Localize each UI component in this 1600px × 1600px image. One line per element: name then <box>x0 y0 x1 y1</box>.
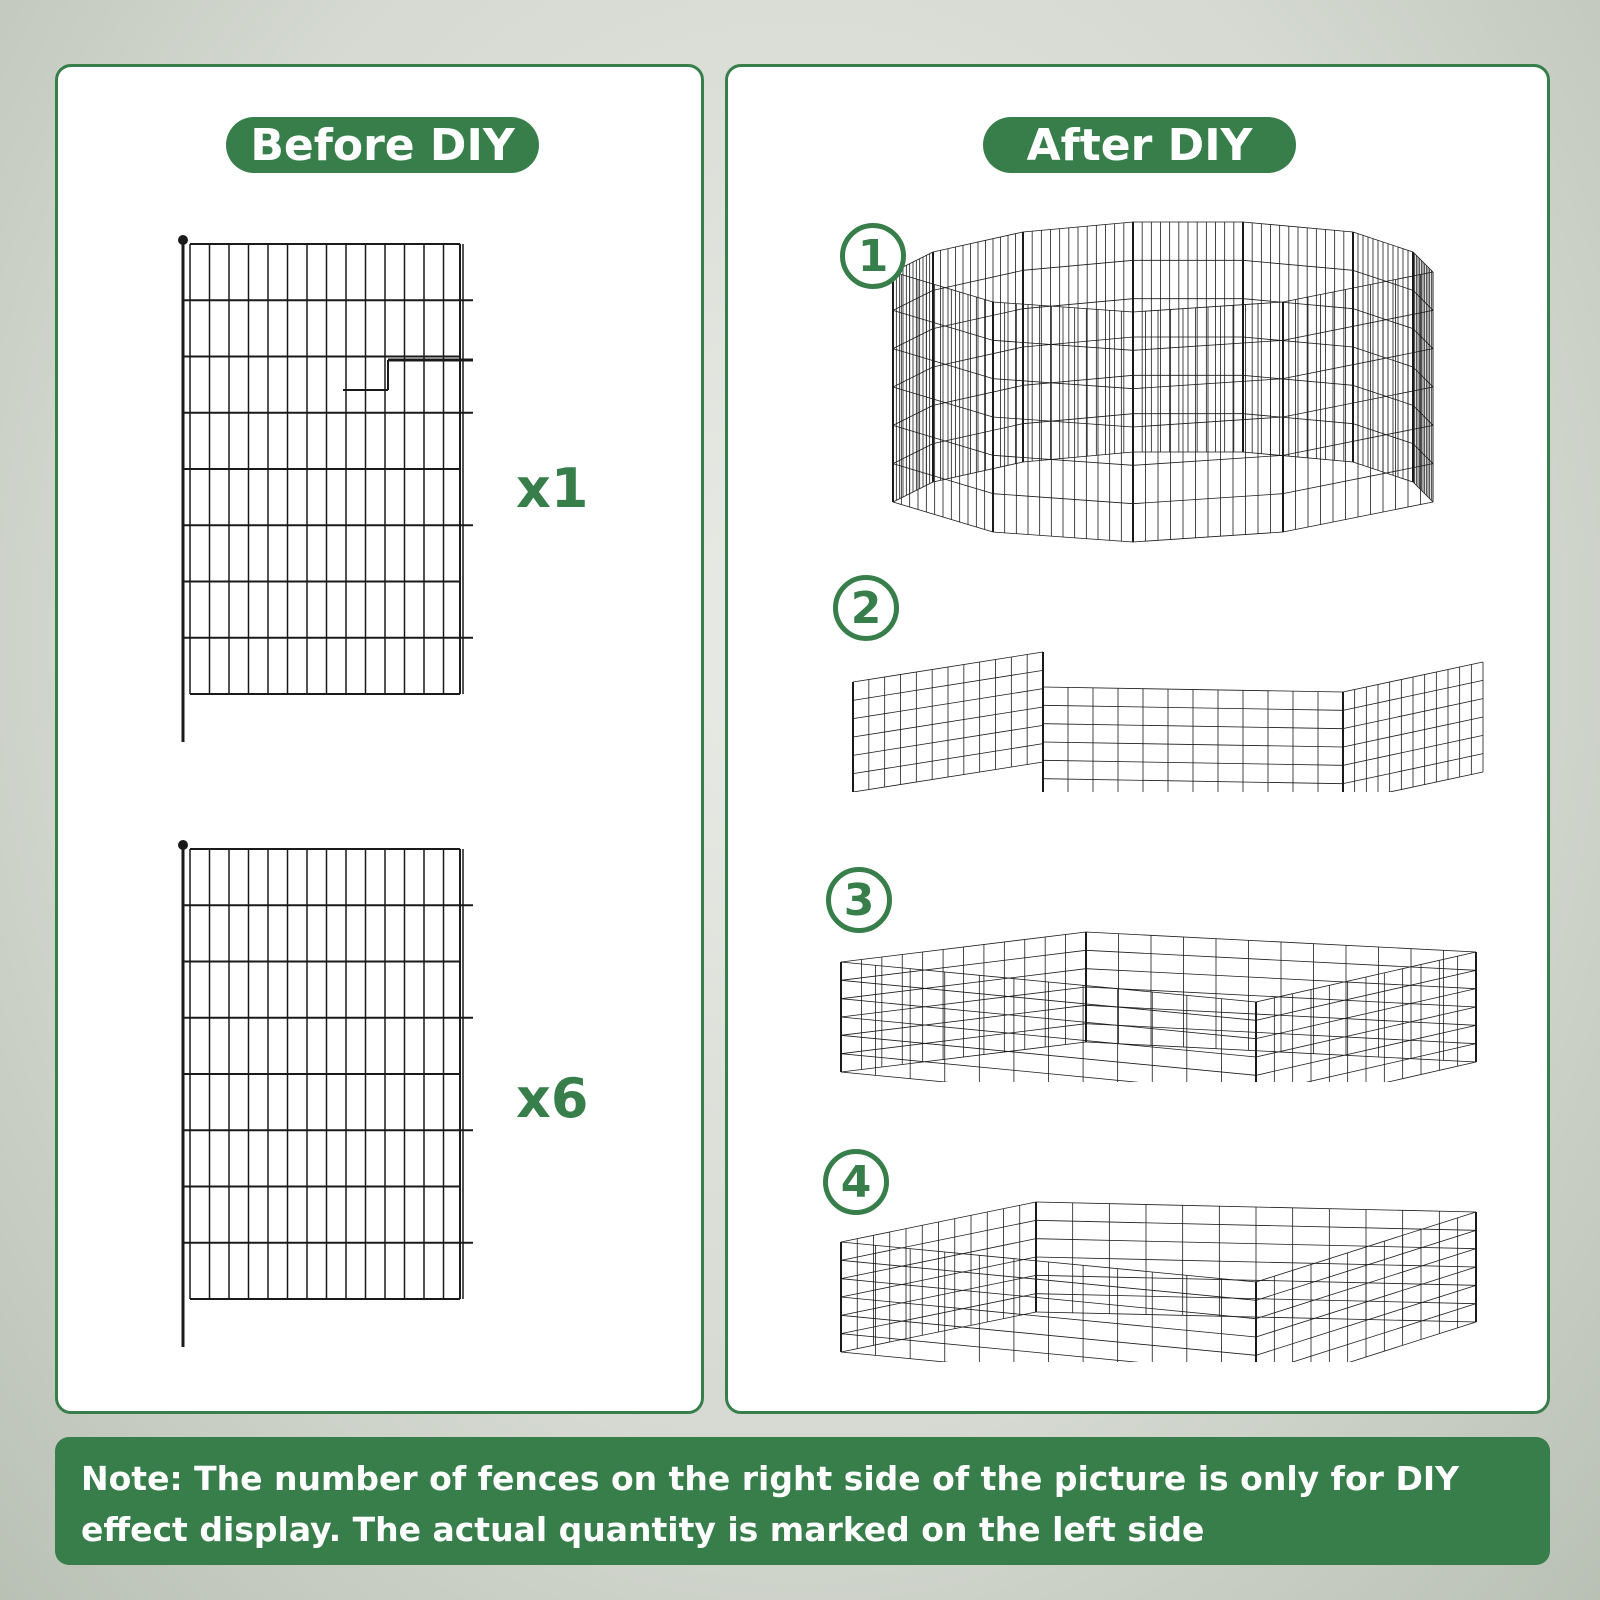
after-diy-label: After DIY <box>983 117 1296 173</box>
layout-number-4: 4 <box>823 1149 889 1215</box>
before-diy-panel: Before DIY x1 x6 <box>55 64 704 1414</box>
before-diy-label: Before DIY <box>226 117 539 173</box>
gate-panel-image <box>178 235 473 742</box>
layout-number-1: 1 <box>840 223 906 289</box>
gate-quantity: x1 <box>516 457 589 520</box>
after-diy-panel: After DIY 1 2 3 4 <box>725 64 1550 1414</box>
rectangle-layout-image <box>840 931 1477 1082</box>
panel-quantity: x6 <box>516 1067 589 1130</box>
note-banner: Note: The number of fences on the right … <box>55 1437 1550 1565</box>
round-layout-image <box>892 221 1434 543</box>
layout-number-3: 3 <box>826 867 892 933</box>
u-shape-layout-image <box>852 651 1484 792</box>
fence-panel-image <box>178 840 473 1347</box>
large-rectangle-layout-image <box>840 1201 1477 1362</box>
layout-number-2: 2 <box>833 575 899 641</box>
